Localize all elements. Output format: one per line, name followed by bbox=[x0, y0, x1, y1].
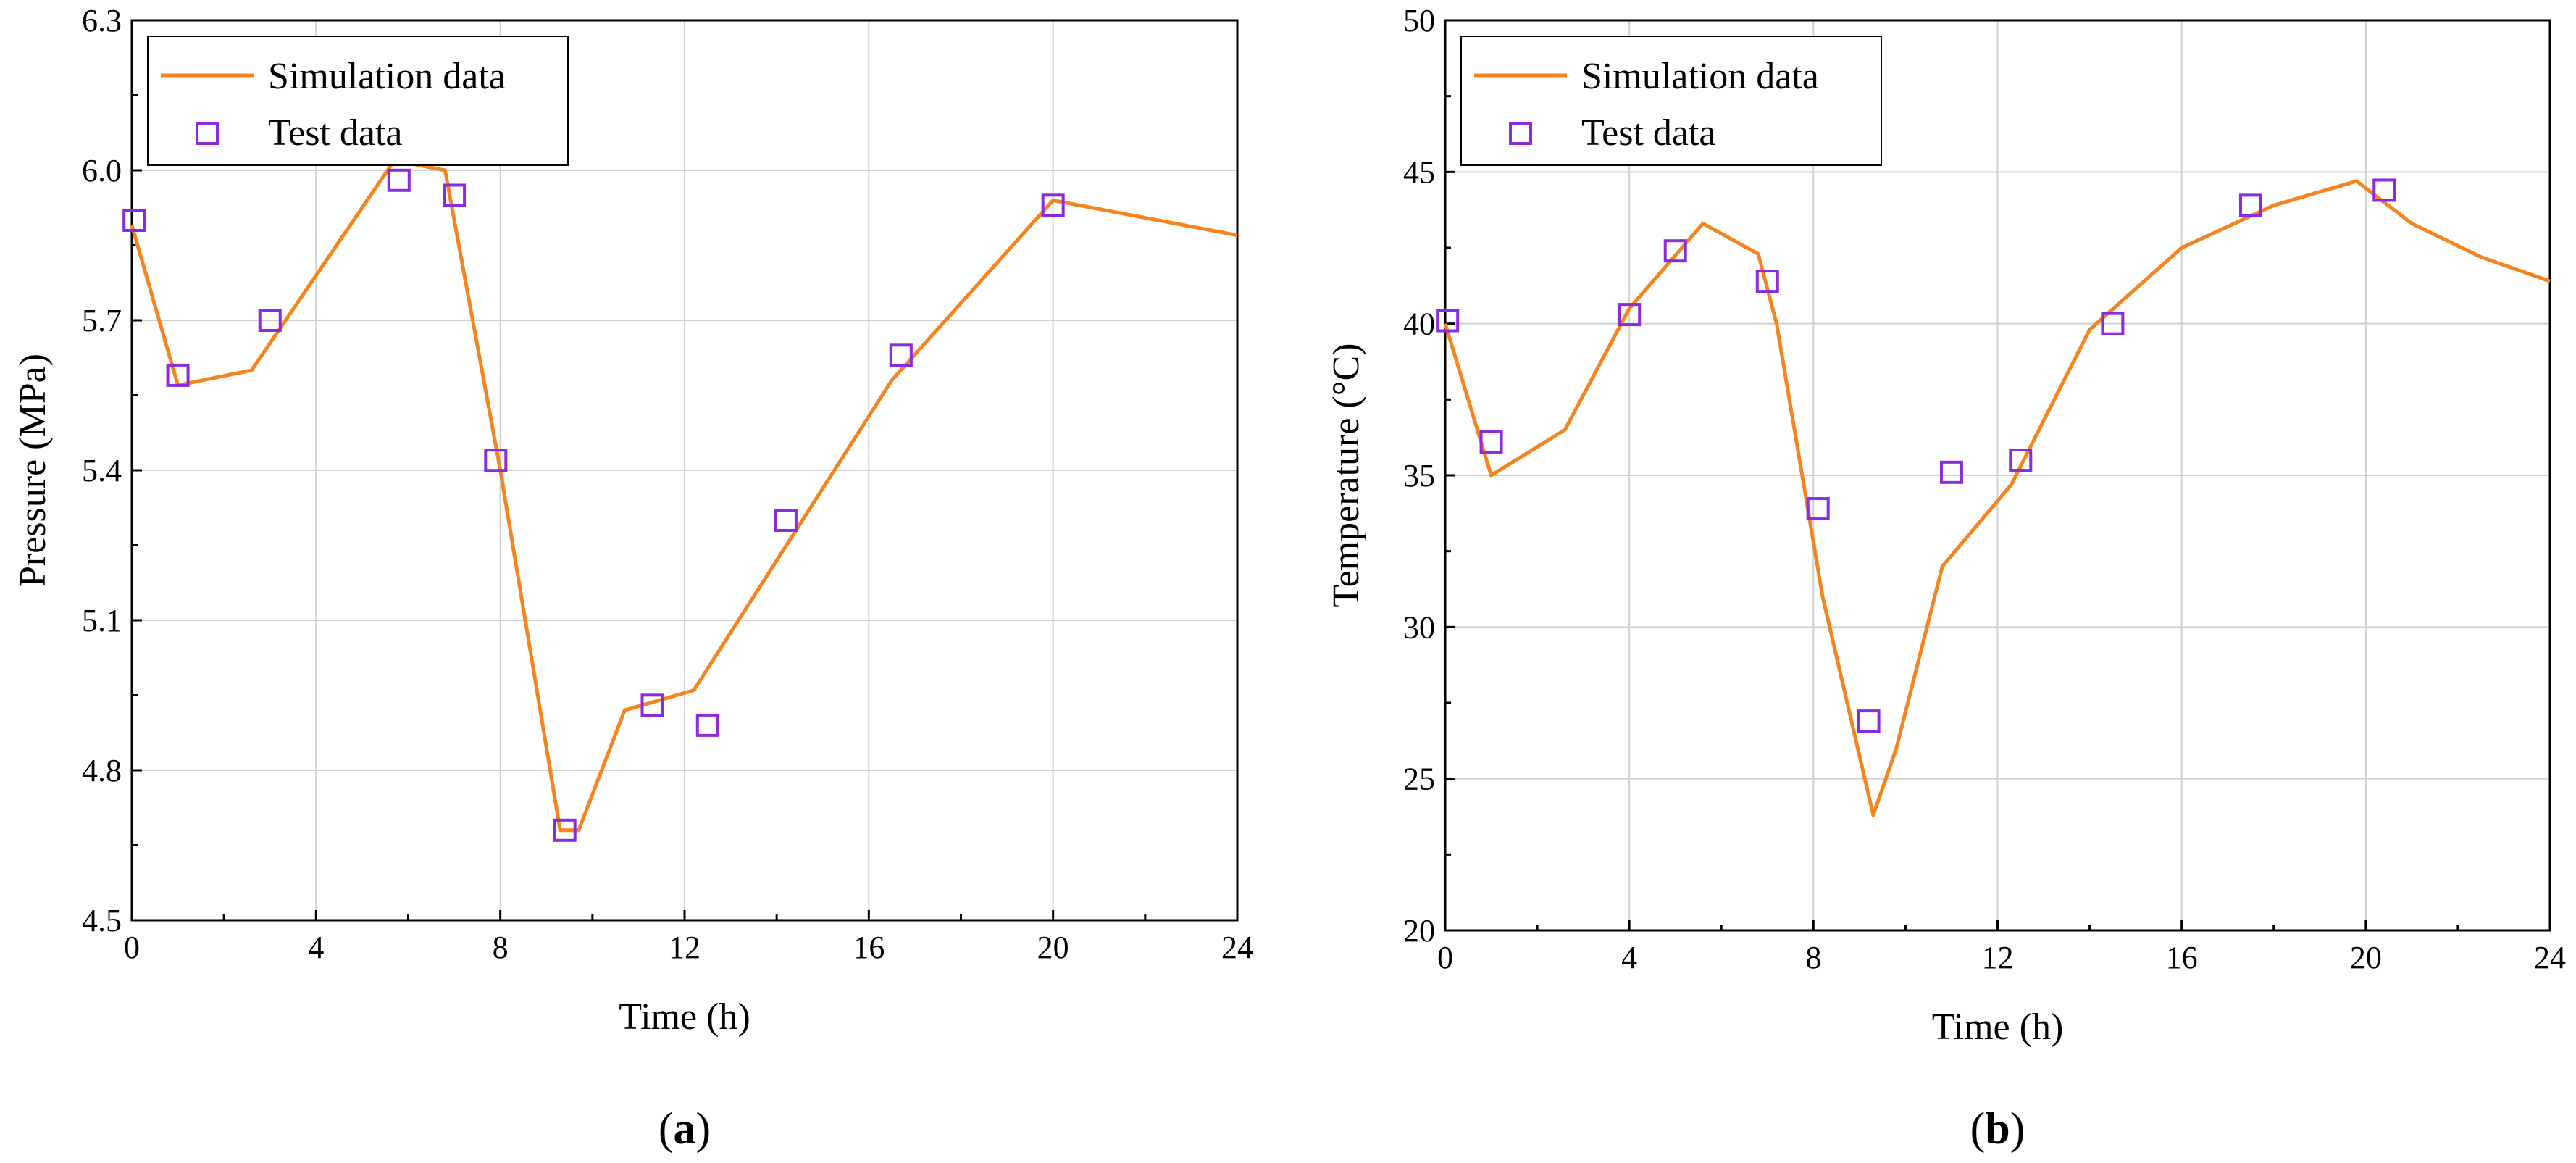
x-tick-label: 8 bbox=[1805, 940, 1821, 975]
test-data-point bbox=[1041, 193, 1065, 217]
y-tick-labels-b: 20 25 30 35 40 45 50 bbox=[1403, 3, 1435, 949]
test-data-point bbox=[1939, 460, 1963, 484]
x-tick-label: 8 bbox=[493, 930, 509, 965]
legend-label-simulation-b: Simulation data bbox=[1581, 56, 1819, 97]
legend-marker-swatch-b bbox=[1509, 122, 1532, 145]
simulation-line-a bbox=[130, 158, 1238, 833]
legend-b: Simulation data Test data bbox=[1460, 36, 1882, 166]
grid-lines-a bbox=[132, 20, 1237, 920]
legend-a: Simulation data Test data bbox=[147, 36, 569, 166]
x-axis-label-b: Time (h) bbox=[1932, 1006, 2064, 1048]
x-tick-label: 20 bbox=[1037, 930, 1069, 965]
y-tick-label: 40 bbox=[1403, 307, 1435, 342]
test-data-point bbox=[553, 818, 577, 842]
test-data-point bbox=[640, 693, 664, 717]
y-axis-label-a: Pressure (MPa) bbox=[12, 354, 54, 587]
test-data-point bbox=[166, 363, 190, 387]
x-tick-label: 12 bbox=[1982, 940, 2014, 975]
test-data-point bbox=[443, 183, 467, 207]
test-data-point bbox=[1806, 497, 1830, 521]
test-data-point bbox=[889, 343, 913, 367]
test-data-point bbox=[1436, 309, 1460, 333]
y-tick-label: 6.3 bbox=[82, 3, 122, 38]
y-tick-label: 4.5 bbox=[82, 903, 122, 938]
panel-label-a: (a) bbox=[658, 1104, 711, 1154]
test-markers-a bbox=[122, 168, 1065, 842]
test-data-point bbox=[387, 168, 411, 192]
x-tick-label: 12 bbox=[669, 930, 701, 965]
panel-letter-b: b bbox=[1985, 1104, 2010, 1154]
y-tick-label: 4.8 bbox=[82, 753, 122, 788]
test-data-point bbox=[774, 509, 798, 532]
y-tick-label: 35 bbox=[1403, 458, 1435, 493]
chart-panel-b: 0 4 8 12 16 20 24 20 25 30 35 40 45 50 Simulation da… bbox=[1326, 3, 2566, 1154]
y-tick-label: 25 bbox=[1403, 762, 1435, 797]
x-tick-label: 24 bbox=[2534, 940, 2566, 975]
test-data-point bbox=[1479, 430, 1503, 454]
test-data-point bbox=[1857, 709, 1881, 733]
test-data-point bbox=[2101, 312, 2125, 335]
x-tick-labels-a: 0 4 8 12 16 20 24 bbox=[124, 930, 1253, 965]
y-tick-label: 45 bbox=[1403, 154, 1435, 190]
y-tick-label: 6.0 bbox=[82, 153, 122, 188]
legend-label-test-a: Test data bbox=[268, 112, 403, 154]
x-tick-label: 24 bbox=[1221, 930, 1253, 965]
y-tick-label: 50 bbox=[1403, 3, 1435, 38]
test-data-point bbox=[258, 309, 282, 332]
y-tick-label: 5.4 bbox=[82, 453, 122, 488]
y-axis-label-b: Temperature (°C) bbox=[1326, 343, 1367, 607]
chart-panel-a: 0 4 8 12 16 20 24 4.5 4.8 5.1 5.4 5.7 6.0 6.3 Simula… bbox=[12, 3, 1253, 1154]
x-tick-labels-b: 0 4 8 12 16 20 24 bbox=[1437, 940, 2566, 975]
legend-label-simulation-a: Simulation data bbox=[268, 56, 506, 97]
x-tick-label: 16 bbox=[853, 930, 885, 965]
y-tick-label: 5.7 bbox=[82, 303, 122, 338]
x-axis-label-a: Time (h) bbox=[619, 996, 750, 1038]
y-tick-label: 5.1 bbox=[82, 603, 122, 638]
test-data-point bbox=[122, 209, 146, 232]
x-tick-label: 20 bbox=[2350, 940, 2382, 975]
test-data-point bbox=[484, 449, 508, 472]
x-tick-label: 4 bbox=[308, 930, 324, 965]
test-data-point bbox=[1663, 239, 1687, 263]
legend-label-test-b: Test data bbox=[1581, 112, 1716, 154]
test-data-point bbox=[2009, 449, 2033, 472]
grid-lines-b bbox=[1445, 20, 2550, 930]
test-data-point bbox=[2238, 193, 2262, 217]
test-data-point bbox=[1755, 270, 1779, 293]
x-tick-label: 4 bbox=[1621, 940, 1637, 975]
test-data-point bbox=[1618, 303, 1642, 327]
test-markers-b bbox=[1436, 178, 2396, 733]
x-tick-label: 16 bbox=[2166, 940, 2198, 975]
axis-ticks-b bbox=[1444, 19, 2551, 932]
x-tick-label: 0 bbox=[1437, 940, 1453, 975]
test-data-point bbox=[695, 713, 719, 737]
x-tick-label: 0 bbox=[124, 930, 140, 965]
test-data-point bbox=[2372, 178, 2396, 202]
simulation-line-b bbox=[1443, 179, 2551, 817]
y-tick-labels-a: 4.5 4.8 5.1 5.4 5.7 6.0 6.3 bbox=[82, 3, 122, 938]
panel-label-b: (b) bbox=[1970, 1104, 2025, 1154]
legend-marker-swatch-a bbox=[196, 122, 219, 145]
y-tick-label: 20 bbox=[1403, 913, 1435, 949]
axis-ticks-a bbox=[130, 19, 1239, 922]
panel-letter-a: a bbox=[674, 1104, 696, 1154]
y-tick-label: 30 bbox=[1403, 609, 1435, 645]
